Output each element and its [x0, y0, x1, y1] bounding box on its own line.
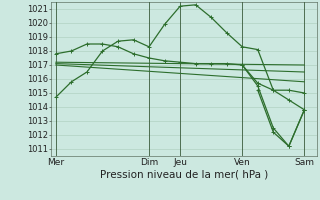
Text: Dim: Dim [140, 158, 158, 167]
Text: Jeu: Jeu [173, 158, 187, 167]
Text: Mer: Mer [47, 158, 64, 167]
X-axis label: Pression niveau de la mer( hPa ): Pression niveau de la mer( hPa ) [100, 170, 268, 180]
Text: Sam: Sam [294, 158, 314, 167]
Text: Ven: Ven [234, 158, 251, 167]
